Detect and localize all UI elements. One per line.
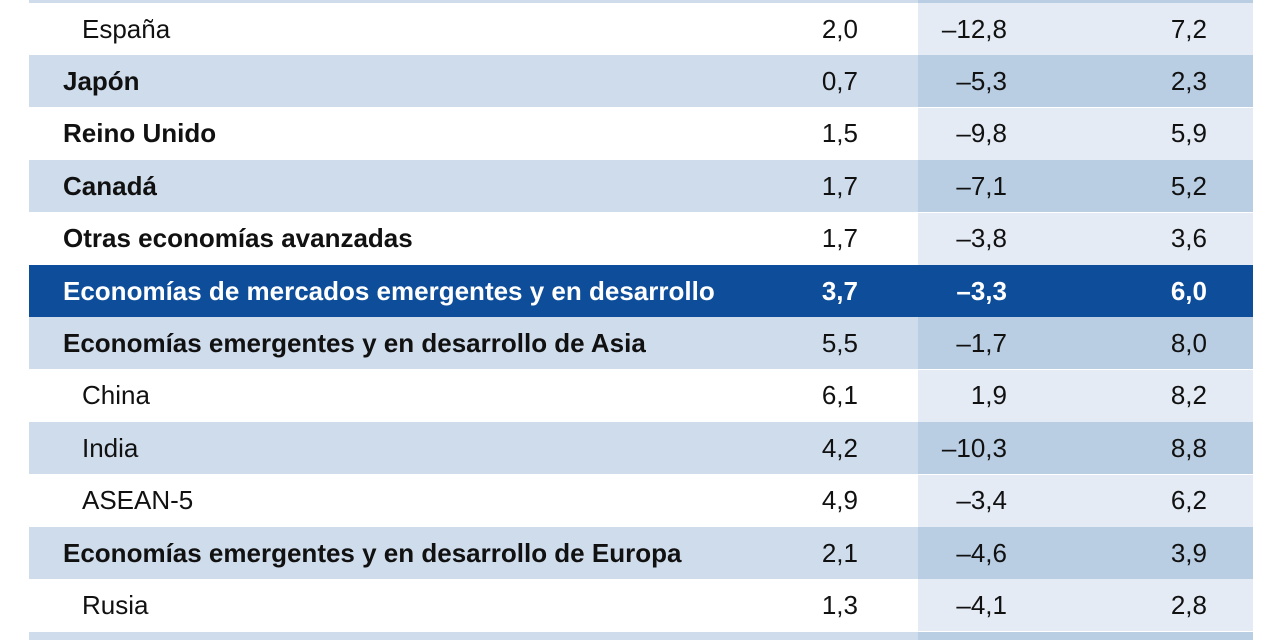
value-col-2: –3,3 (956, 275, 1007, 306)
table-row: Reino Unido 1,5 –9,8 5,9 (29, 107, 1253, 160)
value-col-3: 7,2 (1170, 13, 1207, 44)
column-shade (918, 527, 1253, 579)
value-col-2: –9,8 (956, 118, 1007, 149)
column-shade (918, 107, 1253, 160)
value-col-2: –12,8 (941, 13, 1007, 44)
column-shade (918, 474, 1253, 527)
value-col-1: 2,0 (821, 13, 858, 44)
table-row: Otras economías avanzadas 1,7 –3,8 3,6 (29, 212, 1253, 265)
row-label: Economías emergentes y en desarrollo de … (63, 537, 682, 568)
table-edge-bottom (29, 632, 1253, 640)
column-shade (918, 160, 1253, 213)
row-label: Economías de mercados emergentes y en de… (63, 275, 715, 306)
value-col-1: 2,1 (821, 537, 858, 568)
column-shade (918, 317, 1253, 370)
row-label: ASEAN-5 (82, 485, 194, 516)
value-col-1: 4,9 (821, 485, 858, 516)
column-shade (918, 55, 1253, 108)
value-col-2: –5,3 (956, 65, 1007, 96)
value-col-2: 1,9 (970, 380, 1007, 411)
column-shade (918, 265, 1253, 317)
row-label: China (82, 380, 150, 411)
value-col-2: –10,3 (941, 432, 1007, 463)
value-col-3: 2,3 (1170, 65, 1207, 96)
value-col-3: 8,2 (1170, 380, 1207, 411)
value-col-3: 6,2 (1170, 485, 1207, 516)
row-label: Otras economías avanzadas (63, 223, 413, 254)
table-row: Rusia 1,3 –4,1 2,8 (29, 579, 1253, 632)
value-col-2: –3,4 (956, 485, 1007, 516)
value-col-3: 2,8 (1170, 589, 1207, 620)
table-row: Japón 0,7 –5,3 2,3 (29, 55, 1253, 108)
value-col-1: 5,5 (821, 327, 858, 358)
value-col-3: 3,9 (1170, 537, 1207, 568)
value-col-1: 6,1 (821, 380, 858, 411)
value-col-1: 0,7 (821, 65, 858, 96)
row-label: España (82, 13, 171, 44)
value-col-1: 1,7 (821, 223, 858, 254)
column-shade (918, 212, 1253, 265)
table-row: ASEAN-5 4,9 –3,4 6,2 (29, 474, 1253, 527)
value-col-3: 3,6 (1170, 223, 1207, 254)
value-col-3: 5,2 (1170, 170, 1207, 201)
row-label: Reino Unido (63, 118, 217, 149)
column-shade (918, 3, 1253, 55)
table-row: India 4,2 –10,3 8,8 (29, 422, 1253, 475)
value-col-2: –4,1 (956, 589, 1007, 620)
column-shade (918, 422, 1253, 475)
value-col-2: –7,1 (956, 170, 1007, 201)
table-row: China 6,1 1,9 8,2 (29, 369, 1253, 422)
value-col-2: –4,6 (956, 537, 1007, 568)
value-col-1: 1,5 (821, 118, 858, 149)
column-shade (918, 369, 1253, 422)
value-col-1: 1,7 (821, 170, 858, 201)
table-edge-top (29, 0, 1253, 3)
value-col-2: –1,7 (956, 327, 1007, 358)
column-shade (918, 579, 1253, 632)
value-col-3: 8,0 (1170, 327, 1207, 358)
value-col-1: 3,7 (821, 275, 858, 306)
table-row: Canadá 1,7 –7,1 5,2 (29, 160, 1253, 213)
table-row: Economías emergentes y en desarrollo de … (29, 317, 1253, 370)
row-label: India (82, 432, 139, 463)
value-col-1: 1,3 (821, 589, 858, 620)
row-label: Rusia (82, 589, 149, 620)
row-label: Japón (63, 65, 140, 96)
table-row: Economías emergentes y en desarrollo de … (29, 527, 1253, 579)
table-row: España 2,0 –12,8 7,2 (29, 3, 1253, 55)
value-col-2: –3,8 (956, 223, 1007, 254)
row-label: Canadá (63, 170, 157, 201)
value-col-3: 6,0 (1170, 275, 1207, 306)
value-col-3: 5,9 (1170, 118, 1207, 149)
value-col-1: 4,2 (821, 432, 858, 463)
value-col-3: 8,8 (1170, 432, 1207, 463)
table-row: Economías de mercados emergentes y en de… (29, 265, 1253, 317)
row-label: Economías emergentes y en desarrollo de … (63, 327, 646, 358)
